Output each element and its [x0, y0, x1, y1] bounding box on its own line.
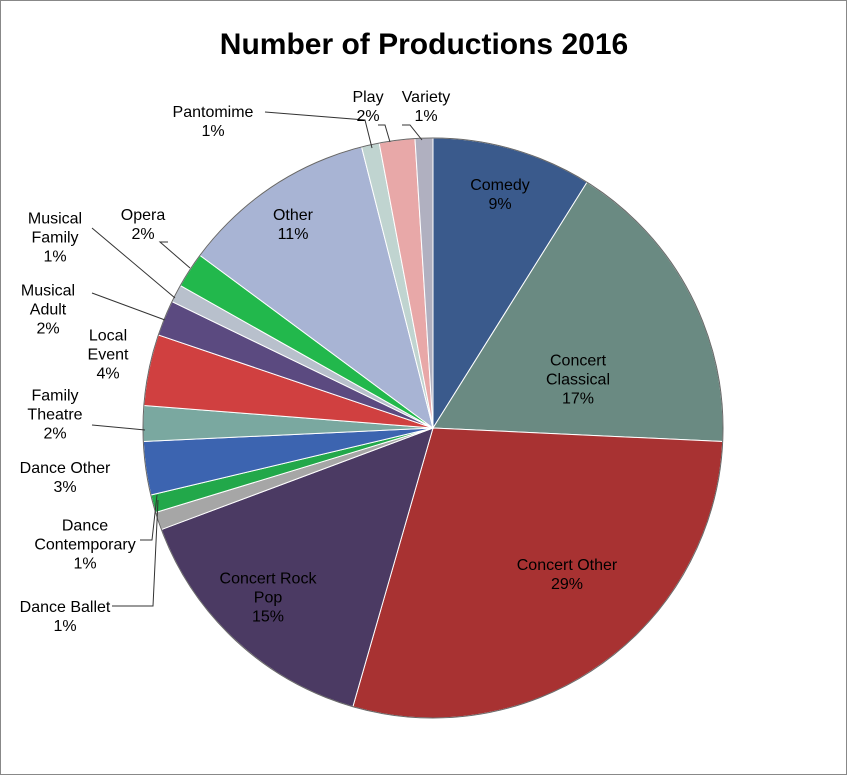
value-label: 3%	[53, 479, 77, 496]
category-label: Family Theatre	[27, 387, 83, 424]
slice-label: Dance Ballet 1%	[0, 598, 135, 636]
slice-label: Play 2%	[346, 88, 391, 126]
category-label: Concert Rock Pop	[219, 570, 317, 607]
slice-label: Concert Rock Pop 15%	[213, 570, 323, 627]
value-label: 2%	[36, 320, 60, 338]
slice-label: Family Theatre 2%	[18, 387, 93, 444]
value-label: 1%	[53, 618, 77, 635]
slice-label: Pantomime 1%	[158, 103, 268, 141]
slice-label: Variety 1%	[396, 88, 456, 126]
value-label: 15%	[251, 608, 285, 626]
category-label: Dance Contemporary	[34, 517, 136, 554]
slice-label: Musical Family 1%	[20, 210, 90, 267]
slice-label: Dance Contemporary 1%	[33, 517, 138, 574]
value-label: 11%	[277, 226, 309, 243]
category-label: Dance Other	[19, 460, 111, 477]
value-label: 1%	[414, 108, 438, 125]
value-label: 1%	[201, 123, 225, 140]
category-label: Local Event	[87, 327, 129, 364]
category-label: Dance Ballet	[19, 599, 111, 616]
category-label: Concert Other	[516, 557, 618, 574]
slice-label: Local Event 4%	[83, 327, 133, 384]
pie-outline	[142, 137, 724, 719]
value-label: 2%	[131, 226, 155, 243]
value-label: 1%	[73, 555, 97, 573]
leader-line	[158, 241, 191, 269]
leader-line	[112, 499, 159, 607]
slice-label: Opera 2%	[113, 206, 173, 244]
category-label: Concert Classical	[545, 352, 610, 389]
category-label: Comedy	[470, 177, 530, 194]
leader-line	[140, 494, 158, 541]
slice-label: Other 11%	[253, 206, 333, 244]
leader-line	[91, 227, 176, 299]
slice-label: Dance Other 3%	[0, 459, 135, 497]
slice-label: Musical Adult 2%	[13, 282, 83, 339]
value-label: 17%	[561, 390, 595, 408]
value-label: 29%	[550, 576, 584, 593]
value-label: 2%	[43, 425, 67, 443]
leader-line	[91, 292, 166, 321]
category-label: Musical Family	[27, 210, 83, 247]
category-label: Variety	[401, 89, 451, 106]
slice-label: Concert Classical 17%	[528, 352, 628, 409]
category-label: Play	[352, 89, 384, 106]
slice-label: Concert Other 29%	[477, 556, 657, 594]
leader-line	[402, 124, 423, 141]
chart-title: Number of Productions 2016	[219, 28, 629, 61]
category-label: Opera	[120, 207, 166, 224]
leader-line	[264, 111, 373, 149]
category-label: Pantomime	[172, 104, 254, 121]
category-label: Other	[272, 207, 313, 224]
category-label: Musical Adult	[20, 282, 76, 319]
value-label: 1%	[43, 248, 67, 266]
value-label: 9%	[488, 196, 512, 213]
value-label: 4%	[96, 365, 120, 383]
slice-label: Comedy 9%	[455, 176, 545, 214]
value-label: 2%	[356, 108, 380, 125]
leader-line	[378, 124, 391, 143]
leader-line	[91, 424, 146, 431]
